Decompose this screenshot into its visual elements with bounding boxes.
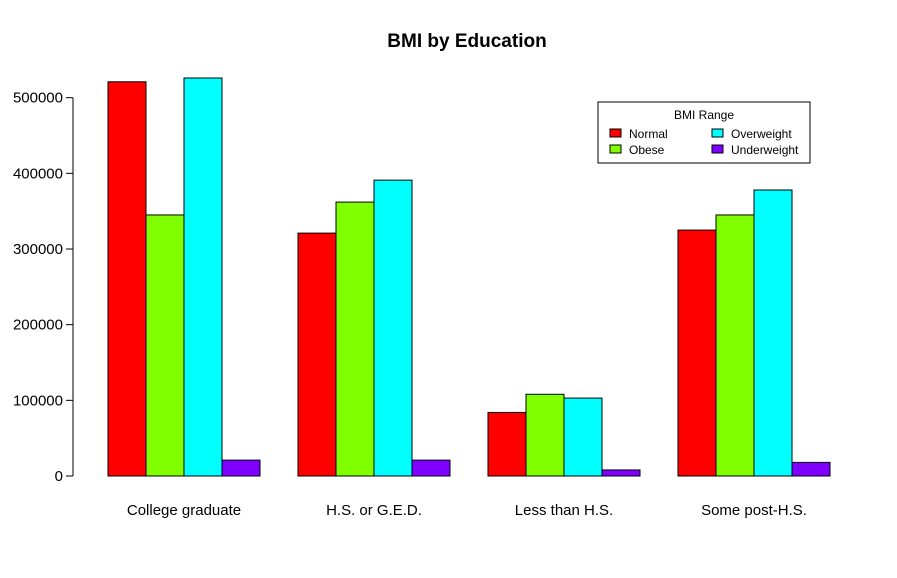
bar-obese-1 — [335, 201, 375, 477]
bar-overweight-3 — [753, 189, 793, 477]
chart-title: BMI by Education — [387, 31, 546, 52]
bar-normal-0 — [107, 81, 147, 477]
legend-box — [597, 101, 811, 164]
y-tick-label: 0 — [55, 468, 63, 485]
legend-swatch-overweight — [711, 128, 724, 138]
bar-overweight-2 — [563, 397, 603, 477]
bars — [107, 77, 831, 477]
x-tick-label: Less than H.S. — [515, 502, 613, 519]
bar-normal-1 — [297, 232, 337, 477]
bar-obese-2 — [525, 393, 565, 477]
bar-obese-0 — [145, 214, 185, 477]
bar-underweight-1 — [411, 459, 451, 477]
legend-label-obese: Obese — [629, 143, 665, 157]
y-tick-label: 500000 — [13, 90, 63, 107]
y-axis: 0 100000 200000 300000 400000 500000 — [13, 90, 74, 485]
legend: BMI Range Normal Obese Overweight Underweig… — [597, 101, 811, 164]
bar-overweight-0 — [183, 77, 223, 477]
legend-swatch-underweight — [711, 144, 724, 154]
y-tick-label: 100000 — [13, 392, 63, 409]
legend-label-overweight: Overweight — [731, 127, 792, 141]
bar-normal-2 — [487, 411, 527, 477]
y-tick-label: 300000 — [13, 241, 63, 258]
bar-overweight-1 — [373, 179, 413, 477]
bar-underweight-0 — [221, 459, 261, 477]
y-tick-label: 400000 — [13, 165, 63, 182]
legend-swatch-obese — [609, 144, 622, 154]
x-tick-label: College graduate — [127, 502, 241, 519]
legend-items: Normal Obese Overweight Underweight — [609, 127, 799, 157]
bar-underweight-3 — [791, 461, 831, 477]
bar-underweight-2 — [601, 469, 641, 477]
legend-label-underweight: Underweight — [731, 143, 799, 157]
y-tick-label: 200000 — [13, 317, 63, 334]
x-axis-labels: College graduate H.S. or G.E.D. Less than … — [127, 502, 807, 519]
x-tick-label: Some post-H.S. — [701, 502, 807, 519]
x-tick-label: H.S. or G.E.D. — [326, 502, 422, 519]
bar-obese-3 — [715, 214, 755, 477]
legend-swatch-normal — [609, 128, 622, 138]
bar-normal-3 — [677, 229, 717, 477]
legend-title: BMI Range — [674, 108, 734, 122]
legend-label-normal: Normal — [629, 127, 668, 141]
